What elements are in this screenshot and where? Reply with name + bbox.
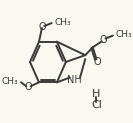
Text: O: O (25, 82, 32, 92)
Text: CH₃: CH₃ (1, 77, 18, 86)
Text: O: O (99, 36, 107, 46)
Text: O: O (93, 57, 101, 67)
Text: O: O (39, 22, 47, 32)
Text: H: H (92, 89, 101, 99)
Text: NH: NH (67, 75, 82, 85)
Text: CH₃: CH₃ (55, 18, 71, 27)
Text: CH₃: CH₃ (115, 30, 132, 39)
Text: Cl: Cl (91, 100, 102, 110)
